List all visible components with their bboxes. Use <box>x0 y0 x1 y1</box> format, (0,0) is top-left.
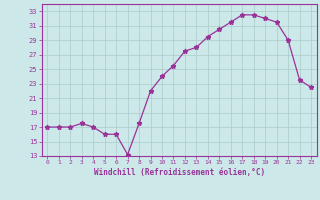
X-axis label: Windchill (Refroidissement éolien,°C): Windchill (Refroidissement éolien,°C) <box>94 168 265 177</box>
